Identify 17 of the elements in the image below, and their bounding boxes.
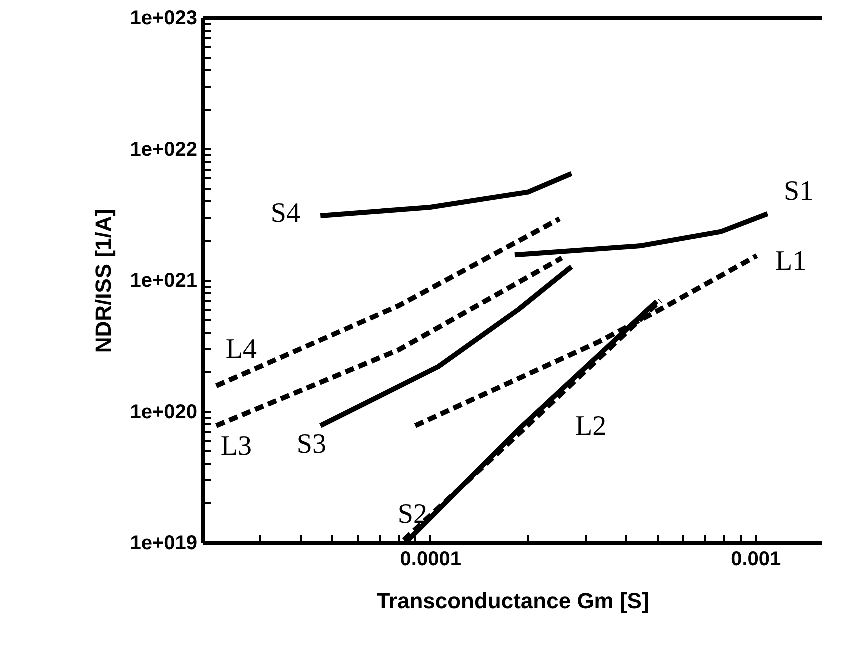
y-tick-label: 1e+022 (130, 138, 198, 161)
x-tick-label: 0.001 (731, 548, 782, 570)
y-tick-label: 1e+020 (130, 401, 198, 424)
series-label: S4 (270, 198, 300, 230)
y-tick-label: 1e+019 (130, 532, 198, 554)
x-tick-label: 0.0001 (400, 548, 462, 570)
x-axis-title: Transconductance Gm [S] (376, 588, 650, 614)
series-label: L2 (575, 411, 607, 442)
y-tick-label: 1e+021 (130, 270, 198, 292)
series-label: L4 (226, 334, 258, 366)
series-label: S3 (296, 428, 326, 460)
series-label: S1 (784, 176, 814, 208)
y-axis-title: NDR/ISS [1/A] (91, 208, 116, 354)
series-label: S2 (398, 499, 428, 530)
series-label: L3 (220, 430, 252, 462)
y-tick-label: 1e+023 (130, 8, 198, 30)
series-label: L1 (775, 246, 807, 277)
